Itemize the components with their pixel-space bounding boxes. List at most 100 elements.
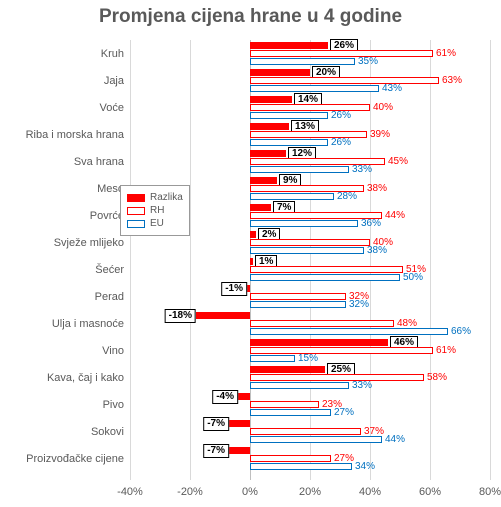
bar-eu xyxy=(250,301,346,308)
bar-razlika xyxy=(250,204,271,211)
category-label: Proizvođačke cijene xyxy=(26,453,130,465)
bar-eu xyxy=(250,382,349,389)
value-label-eu: 43% xyxy=(382,84,402,94)
bar-razlika xyxy=(250,150,286,157)
bar-razlika xyxy=(250,123,289,130)
x-tick-label: 20% xyxy=(299,486,321,498)
category-row: Sva hrana12%45%33% xyxy=(130,150,490,173)
value-label-eu: 50% xyxy=(403,273,423,283)
value-label-rh: 63% xyxy=(442,76,462,86)
bar-eu xyxy=(250,436,382,443)
value-label-rh: 40% xyxy=(373,103,393,113)
legend-item-eu: EU xyxy=(127,218,183,229)
value-label-eu: 33% xyxy=(352,381,372,391)
value-label-rh: 45% xyxy=(388,157,408,167)
bar-eu xyxy=(250,166,349,173)
value-label-rh: 38% xyxy=(367,184,387,194)
value-label-razlika: -7% xyxy=(203,417,229,431)
legend-swatch xyxy=(127,220,145,228)
bar-eu xyxy=(250,274,400,281)
category-row: Vino46%61%15% xyxy=(130,339,490,362)
chart-container: Promjena cijena hrane u 4 godine -40%-20… xyxy=(0,0,501,507)
category-label: Šećer xyxy=(95,264,130,276)
category-row: Riba i morska hrana13%39%26% xyxy=(130,123,490,146)
bar-rh xyxy=(250,239,370,246)
category-label: Sokovi xyxy=(91,426,130,438)
category-label: Kava, čaj i kako xyxy=(47,372,130,384)
legend-swatch xyxy=(127,207,145,215)
category-row: Jaja20%63%43% xyxy=(130,69,490,92)
category-row: Kruh26%61%35% xyxy=(130,42,490,65)
category-label: Riba i morska hrana xyxy=(26,129,130,141)
bar-razlika xyxy=(229,420,250,427)
bar-razlika xyxy=(247,285,250,292)
value-label-razlika: -1% xyxy=(221,282,247,296)
bar-eu xyxy=(250,112,328,119)
category-label: Voće xyxy=(100,102,130,114)
bar-razlika xyxy=(250,96,292,103)
x-tick-label: 40% xyxy=(359,486,381,498)
bar-rh xyxy=(250,50,433,57)
x-tick-label: 80% xyxy=(479,486,501,498)
bar-eu xyxy=(250,409,331,416)
value-label-razlika: -4% xyxy=(212,390,238,404)
bar-rh xyxy=(250,455,331,462)
value-label-eu: 28% xyxy=(337,192,357,202)
value-label-rh: 58% xyxy=(427,373,447,383)
bar-razlika xyxy=(250,258,253,265)
value-label-rh: 61% xyxy=(436,346,456,356)
bar-rh xyxy=(250,104,370,111)
bar-eu xyxy=(250,328,448,335)
legend-item-rh: RH xyxy=(127,205,183,216)
value-label-eu: 36% xyxy=(361,219,381,229)
category-label: Svježe mlijeko xyxy=(54,237,130,249)
category-label: Kruh xyxy=(101,48,130,60)
bar-eu xyxy=(250,355,295,362)
bar-rh xyxy=(250,77,439,84)
bar-razlika xyxy=(250,339,388,346)
category-row: Voće14%40%26% xyxy=(130,96,490,119)
category-row: Proizvođačke cijene-7%27%34% xyxy=(130,447,490,470)
category-label: Jaja xyxy=(104,75,130,87)
bar-razlika xyxy=(250,231,256,238)
gridline xyxy=(490,40,491,480)
x-tick-label: -20% xyxy=(177,486,203,498)
bar-eu xyxy=(250,85,379,92)
value-label-eu: 27% xyxy=(334,408,354,418)
bar-eu xyxy=(250,193,334,200)
category-label: Sva hrana xyxy=(74,156,130,168)
value-label-eu: 26% xyxy=(331,138,351,148)
value-label-eu: 32% xyxy=(349,300,369,310)
legend-label: RH xyxy=(150,205,164,216)
value-label-eu: 35% xyxy=(358,57,378,67)
category-row: Ulja i masnoće-18%48%66% xyxy=(130,312,490,335)
bar-razlika xyxy=(238,393,250,400)
value-label-rh: 44% xyxy=(385,211,405,221)
legend-swatch xyxy=(127,194,145,202)
bar-rh xyxy=(250,266,403,273)
bar-razlika xyxy=(250,42,328,49)
value-label-razlika: -7% xyxy=(203,444,229,458)
bar-razlika xyxy=(250,177,277,184)
category-label: Vino xyxy=(102,345,130,357)
chart-title: Promjena cijena hrane u 4 godine xyxy=(0,6,501,28)
value-label-eu: 44% xyxy=(385,435,405,445)
category-row: Šećer1%51%50% xyxy=(130,258,490,281)
category-row: Kava, čaj i kako25%58%33% xyxy=(130,366,490,389)
value-label-eu: 33% xyxy=(352,165,372,175)
bar-razlika xyxy=(250,69,310,76)
bar-rh xyxy=(250,428,361,435)
category-row: Pivo-4%23%27% xyxy=(130,393,490,416)
value-label-eu: 34% xyxy=(355,462,375,472)
bar-eu xyxy=(250,463,352,470)
value-label-eu: 15% xyxy=(298,354,318,364)
bar-eu xyxy=(250,139,328,146)
bar-eu xyxy=(250,58,355,65)
plot-area: -40%-20%0%20%40%60%80%Kruh26%61%35%Jaja2… xyxy=(130,40,490,480)
legend-item-razlika: Razlika xyxy=(127,192,183,203)
value-label-rh: 39% xyxy=(370,130,390,140)
bar-rh xyxy=(250,374,424,381)
bar-rh xyxy=(250,347,433,354)
bar-rh xyxy=(250,293,346,300)
legend-label: EU xyxy=(150,218,164,229)
